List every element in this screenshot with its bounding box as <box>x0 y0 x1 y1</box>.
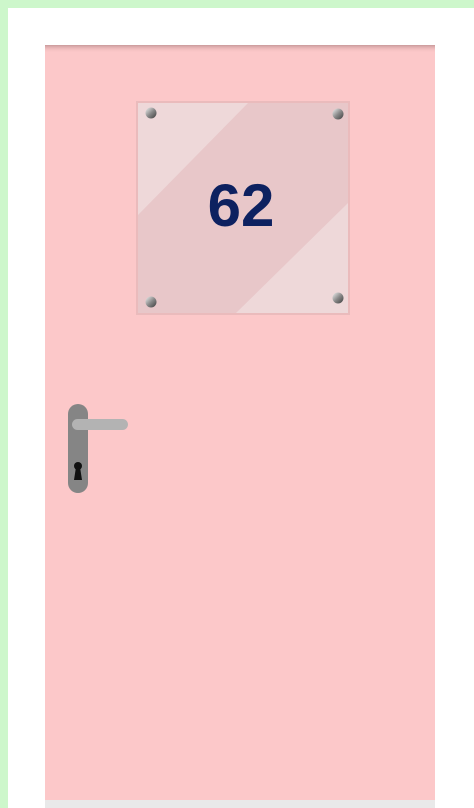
floor <box>45 800 435 808</box>
number-plate: 62 <box>136 101 350 315</box>
screw <box>146 108 157 119</box>
door-scene: 62 <box>0 0 474 808</box>
screw <box>333 293 344 304</box>
screw <box>333 109 344 120</box>
handle-lever <box>72 419 128 430</box>
door-shadow <box>45 45 435 53</box>
page: 62 (() => { const data = JSON.parse(docu… <box>0 0 474 808</box>
screw <box>146 297 157 308</box>
door-number: 62 <box>208 172 275 239</box>
